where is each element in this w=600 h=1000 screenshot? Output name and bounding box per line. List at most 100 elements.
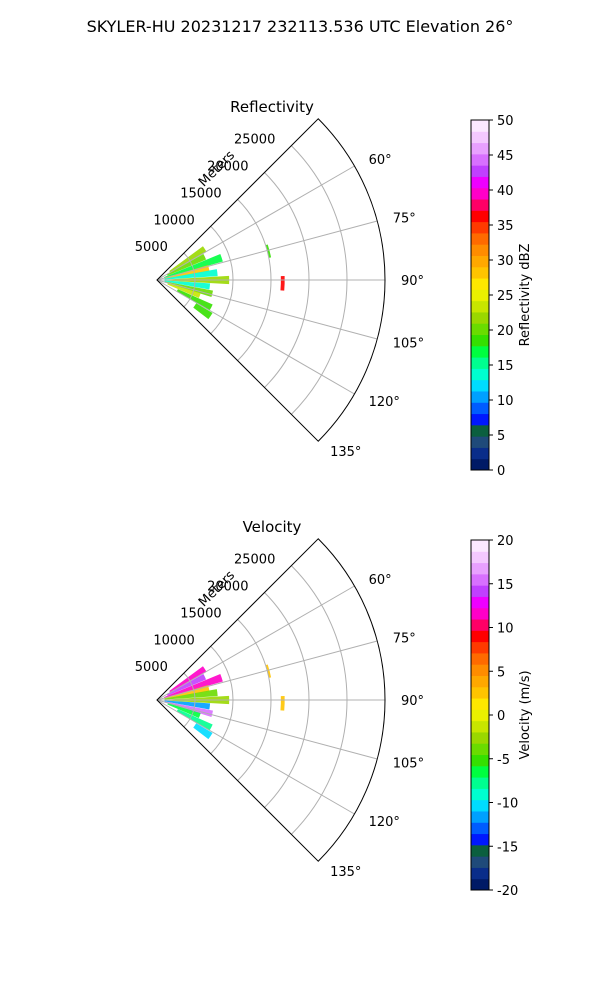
- angle-gridline: [156, 585, 355, 701]
- range-tick-label: 5000: [135, 660, 168, 675]
- range-tick-label: 20000: [207, 580, 248, 595]
- colorbar-swatch: [471, 402, 489, 415]
- echo-region: [164, 700, 211, 710]
- colorbar-swatch: [471, 165, 489, 177]
- colorbar-swatch: [471, 300, 489, 313]
- panel-title: Velocity: [243, 518, 302, 536]
- range-tick-label: 25000: [234, 133, 275, 148]
- angle-tick-label: 90°: [401, 274, 424, 289]
- echo-region: [164, 280, 211, 290]
- colorbar-tick-label: 15: [497, 359, 514, 374]
- colorbar-swatch: [471, 686, 489, 699]
- angle-gridline: [156, 279, 378, 340]
- angle-tick-label: 60°: [369, 153, 392, 168]
- colorbar-swatch: [471, 289, 489, 302]
- colorbar-swatch: [471, 131, 489, 144]
- colorbar-tick-label: 40: [497, 184, 514, 199]
- colorbar-tick-label: 25: [497, 289, 514, 304]
- colorbar-swatch: [471, 311, 489, 324]
- angle-tick-label: 120°: [369, 395, 400, 410]
- colorbar-swatch: [471, 562, 489, 575]
- colorbar-swatch: [471, 743, 489, 756]
- colorbar-swatch: [471, 573, 489, 586]
- colorbar-swatch: [471, 199, 489, 211]
- colorbar-swatch: [471, 232, 489, 245]
- colorbar-tick-label: 10: [497, 394, 514, 409]
- colorbar-swatch: [471, 153, 489, 166]
- colorbar-swatch: [471, 379, 489, 392]
- echo-region: [193, 723, 213, 740]
- sector-frame: [156, 538, 386, 862]
- echo-region: [176, 709, 213, 731]
- angle-gridline: [156, 640, 378, 701]
- angle-tick-label: 75°: [393, 211, 416, 226]
- colorbar-swatch: [471, 436, 489, 448]
- colorbar-swatch: [471, 619, 489, 631]
- colorbar-swatch: [471, 424, 489, 437]
- colorbar-swatch: [471, 754, 489, 767]
- colorbar-swatch: [471, 142, 489, 155]
- angle-tick-label: 75°: [393, 631, 416, 646]
- colorbar-swatch: [471, 777, 489, 789]
- angle-tick-label: 60°: [369, 573, 392, 588]
- colorbar-swatch: [471, 334, 489, 347]
- angle-tick-label: 105°: [393, 337, 424, 352]
- colorbar-swatch: [471, 585, 489, 597]
- panel-title: Reflectivity: [230, 98, 314, 116]
- range-tick-label: 25000: [234, 553, 275, 568]
- colorbar-swatch: [471, 210, 489, 223]
- range-tick-label: 10000: [153, 633, 194, 648]
- colorbar-label: Velocity (m/s): [518, 670, 533, 759]
- colorbar-tick-label: 15: [497, 578, 514, 593]
- colorbar-tick-label: 20: [497, 534, 514, 549]
- angle-tick-label: 90°: [401, 694, 424, 709]
- colorbar-swatch: [471, 607, 489, 620]
- reflectivity-panel: Reflectivity 5000 10000 15000 20000 25000 60° 7…: [135, 98, 424, 460]
- velocity-colorbar: -20 -15 -10 -5 0 5 10 15 20 Velocity (m/s): [470, 534, 533, 899]
- angle-tick-label: 135°: [330, 445, 361, 460]
- colorbar-tick-label: 0: [497, 709, 505, 724]
- echo-region: [265, 244, 272, 258]
- colorbar-tick-label: -20: [497, 884, 518, 899]
- colorbar-swatch: [471, 641, 489, 654]
- colorbar-swatch: [471, 765, 489, 778]
- angle-gridline: [156, 165, 355, 281]
- colorbar-tick-label: 10: [497, 622, 514, 637]
- colorbar-swatch: [471, 630, 489, 643]
- colorbar-swatch: [471, 596, 489, 609]
- colorbar-swatch: [471, 187, 489, 200]
- angle-gridline: [156, 220, 378, 281]
- echo-region: [164, 269, 218, 280]
- colorbar-swatch: [471, 176, 489, 189]
- colorbar-swatch: [471, 822, 489, 835]
- colorbar-swatch: [471, 867, 489, 880]
- range-tick-label: 20000: [207, 160, 248, 175]
- colorbar-swatch: [471, 799, 489, 812]
- colorbar-swatch: [471, 120, 489, 132]
- colorbar-swatch: [471, 844, 489, 857]
- colorbar-tick-label: 45: [497, 149, 514, 164]
- range-tick-label: 5000: [135, 240, 168, 255]
- echo-region: [164, 689, 218, 700]
- echo-region: [166, 253, 207, 276]
- colorbar-swatch: [471, 551, 489, 564]
- echo-region: [169, 666, 207, 693]
- angle-tick-label: 135°: [330, 865, 361, 880]
- colorbar-label: Reflectivity dBZ: [518, 244, 533, 347]
- angle-tick-label: 105°: [393, 757, 424, 772]
- figure-suptitle: SKYLER-HU 20231217 232113.536 UTC Elevat…: [87, 17, 514, 36]
- reflectivity-colorbar: 0 5 10 15 20 25 30 35 40 45 50 Reflectivity dBZ: [470, 114, 533, 479]
- colorbar-tick-label: 50: [497, 114, 514, 129]
- colorbar-swatch: [471, 731, 489, 744]
- echo-region: [169, 246, 207, 273]
- colorbar-tick-label: -15: [497, 840, 518, 855]
- echo-region: [193, 303, 213, 320]
- colorbar-swatch: [471, 540, 489, 552]
- colorbar-tick-label: -5: [497, 753, 510, 768]
- colorbar-swatch: [471, 810, 489, 823]
- colorbar-swatch: [471, 878, 489, 891]
- echo-region: [164, 674, 223, 698]
- colorbar-swatch: [471, 390, 489, 403]
- colorbar-tick-label: 5: [497, 665, 505, 680]
